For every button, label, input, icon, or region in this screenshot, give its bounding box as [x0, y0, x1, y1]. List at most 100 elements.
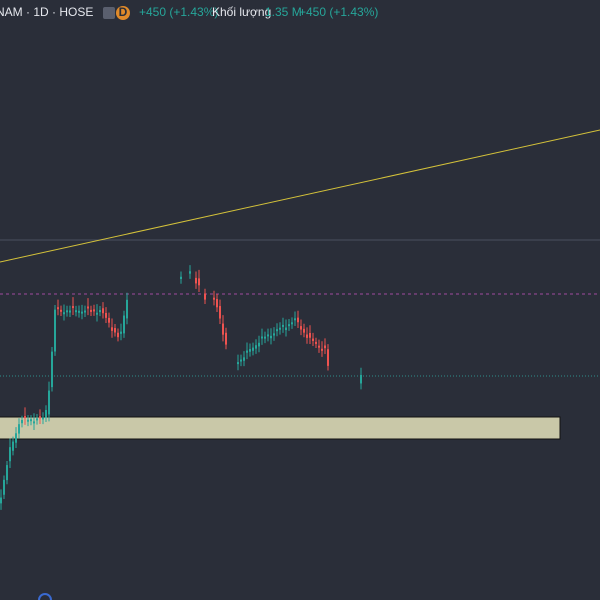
volume-change: +450 (+1.43%) — [299, 5, 378, 19]
candle-body — [294, 318, 296, 321]
candle-body — [72, 306, 74, 309]
candle-body — [81, 311, 83, 314]
candle-body — [84, 310, 86, 313]
candle-body — [291, 322, 293, 325]
candle-body — [51, 351, 53, 388]
symbol: NAM · 1D · HOSE — [0, 5, 93, 19]
candle-body — [96, 312, 98, 315]
candle-body — [189, 271, 191, 274]
candle-body — [279, 327, 281, 330]
trend-line — [0, 129, 600, 263]
candle-body — [27, 419, 29, 422]
candle-body — [42, 417, 44, 420]
badge: D — [119, 5, 128, 19]
candle-body — [9, 447, 11, 462]
candle-body — [57, 307, 59, 310]
candle-body — [63, 312, 65, 315]
candle-body — [108, 317, 110, 323]
candle-body — [255, 345, 257, 349]
candle-body — [309, 332, 311, 338]
candle-body — [75, 310, 77, 313]
candle-body — [261, 336, 263, 339]
candle-body — [12, 441, 14, 451]
candle-body — [237, 362, 239, 365]
candle-body — [327, 349, 329, 366]
candle-body — [126, 299, 128, 319]
candle-body — [117, 332, 119, 338]
candle-body — [21, 420, 23, 424]
candle-body — [252, 347, 254, 351]
candle-body — [3, 479, 5, 495]
candle-body — [45, 409, 47, 418]
candle-body — [240, 359, 242, 362]
candle-body — [48, 390, 50, 415]
candle-body — [69, 310, 71, 313]
candle-body — [315, 341, 317, 344]
candle-body — [318, 345, 320, 348]
candle-body — [66, 310, 68, 313]
candle-body — [276, 329, 278, 332]
candle-body — [120, 331, 122, 334]
price-change: +450 (+1.43%) — [139, 5, 218, 19]
candle-body — [204, 293, 206, 300]
candle-body — [114, 328, 116, 333]
candle-body — [78, 310, 80, 313]
candle-body — [264, 336, 266, 339]
plot — [0, 239, 600, 440]
candle-body — [198, 278, 200, 286]
volume-value: 1.35 M — [265, 5, 302, 19]
candle-body — [285, 327, 287, 331]
candle-body — [93, 309, 95, 312]
candle-body — [105, 312, 107, 318]
candle-body — [312, 338, 314, 341]
candle-body — [60, 309, 62, 312]
candle-body — [219, 306, 221, 319]
price-bars — [0, 265, 362, 510]
candle-body — [99, 310, 101, 313]
candle-body — [6, 465, 8, 481]
candle-body — [87, 306, 89, 309]
candle-body — [303, 328, 305, 333]
candle-body — [216, 299, 218, 308]
candle-body — [243, 357, 245, 361]
candle-body — [273, 333, 275, 336]
candle-body — [36, 418, 38, 421]
candle-body — [222, 323, 224, 335]
candle-body — [213, 297, 215, 300]
candle-body — [33, 421, 35, 424]
candle-body — [258, 342, 260, 347]
candle-body — [360, 374, 362, 384]
candle-body — [18, 424, 20, 434]
candle-body — [300, 326, 302, 330]
badge-bg — [116, 6, 130, 20]
candle-body — [267, 334, 269, 337]
volume-label: Khối lượng — [212, 5, 271, 19]
header: NAM · 1D · HOSE D +450 (+1.43%) Khối lượ… — [0, 5, 378, 20]
candle-body — [249, 349, 251, 352]
candle-body — [15, 433, 17, 443]
candle-body — [246, 350, 248, 353]
candle-body — [225, 332, 227, 345]
support-zone — [0, 416, 561, 440]
icon — [103, 7, 115, 19]
candle-body — [195, 277, 197, 284]
candle-body — [306, 334, 308, 338]
candle-body — [90, 309, 92, 312]
candle-body — [180, 276, 182, 280]
candle-body — [288, 324, 290, 327]
candle-body — [54, 309, 56, 352]
candle-body — [24, 416, 26, 419]
candle-body — [324, 345, 326, 349]
candle-body — [297, 317, 299, 323]
candle-body — [39, 416, 41, 419]
icon — [38, 593, 52, 600]
candle-body — [123, 315, 125, 334]
candle-body — [0, 497, 2, 504]
candle-body — [321, 348, 323, 351]
candle-body — [111, 327, 113, 331]
candle-body — [282, 324, 284, 327]
candle-body — [102, 308, 104, 314]
